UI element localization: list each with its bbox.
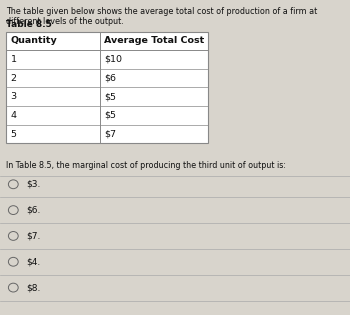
Text: $6: $6 bbox=[104, 74, 116, 83]
Bar bbox=[6, 32, 208, 143]
Text: In Table 8.5, the marginal cost of producing the third unit of output is:: In Table 8.5, the marginal cost of produ… bbox=[6, 161, 286, 170]
Text: $3.: $3. bbox=[26, 180, 41, 189]
Text: $6.: $6. bbox=[26, 206, 41, 215]
Text: $7.: $7. bbox=[26, 232, 41, 240]
Text: $10: $10 bbox=[104, 55, 122, 64]
Text: 1: 1 bbox=[10, 55, 16, 64]
Text: The table given below shows the average total cost of production of a firm at di: The table given below shows the average … bbox=[6, 7, 317, 26]
Text: 2: 2 bbox=[10, 74, 16, 83]
Text: $5: $5 bbox=[104, 111, 116, 120]
Text: $8.: $8. bbox=[26, 283, 41, 292]
Text: Quantity: Quantity bbox=[10, 36, 57, 45]
Text: 5: 5 bbox=[10, 129, 16, 139]
Text: $7: $7 bbox=[104, 129, 116, 139]
Text: Average Total Cost: Average Total Cost bbox=[104, 36, 204, 45]
Text: 4: 4 bbox=[10, 111, 16, 120]
Text: $5: $5 bbox=[104, 92, 116, 101]
Text: Table 8.5: Table 8.5 bbox=[6, 20, 52, 30]
Text: 3: 3 bbox=[10, 92, 17, 101]
Text: $4.: $4. bbox=[26, 257, 41, 266]
